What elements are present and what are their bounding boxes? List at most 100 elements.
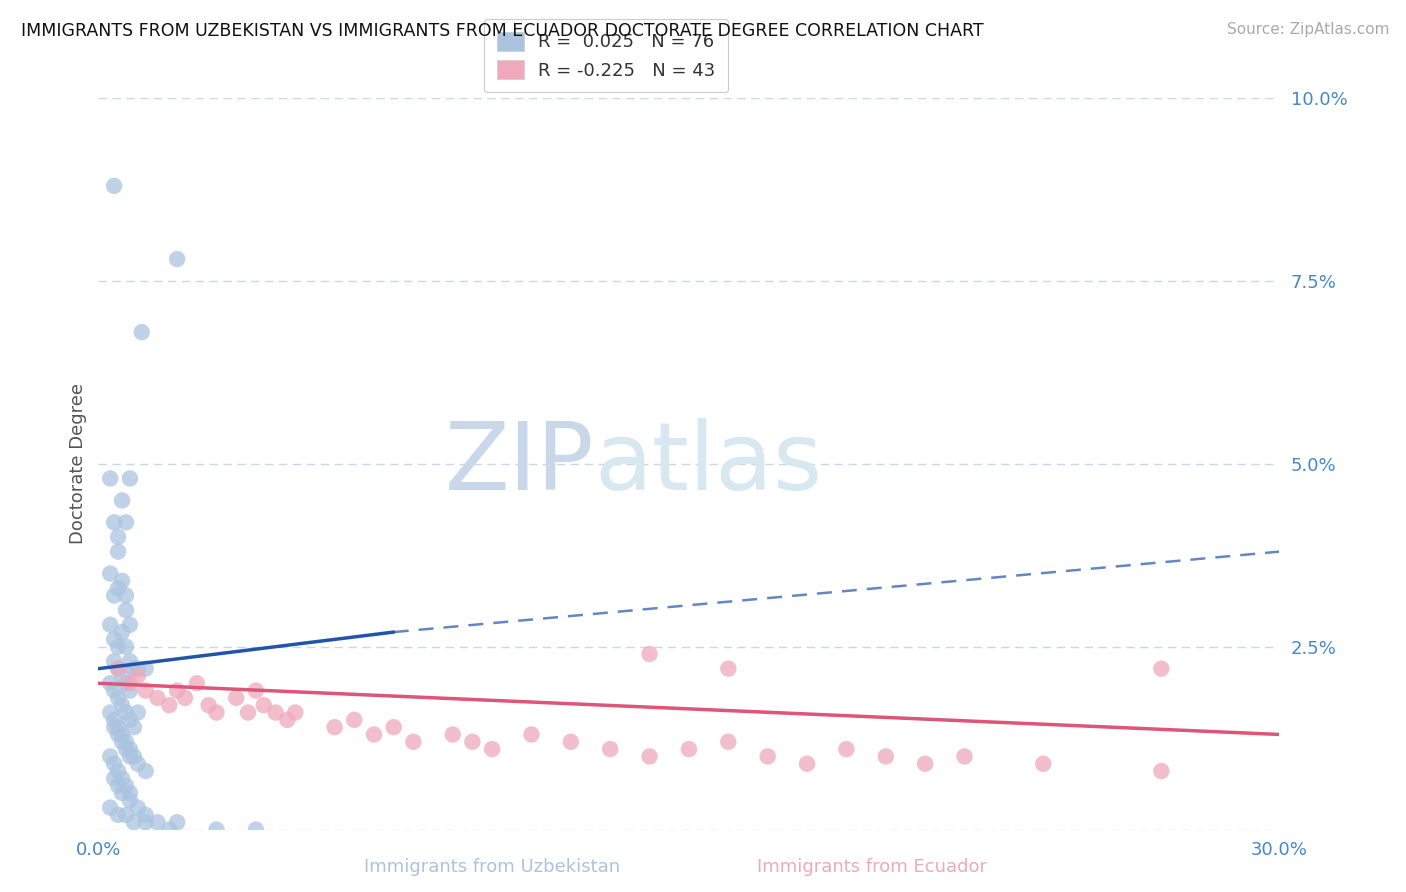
- Point: [103, 772, 125, 786]
- Point: [205, 822, 228, 837]
- Point: [107, 662, 129, 676]
- Point: [135, 808, 157, 822]
- Point: [107, 662, 129, 676]
- Point: [122, 749, 145, 764]
- Point: [253, 698, 276, 713]
- Text: IMMIGRANTS FROM UZBEKISTAN VS IMMIGRANTS FROM ECUADOR DOCTORATE DEGREE CORRELATI: IMMIGRANTS FROM UZBEKISTAN VS IMMIGRANTS…: [21, 22, 984, 40]
- Point: [146, 815, 169, 830]
- Point: [118, 749, 141, 764]
- Point: [118, 786, 141, 800]
- Point: [103, 756, 125, 771]
- Point: [174, 690, 197, 705]
- Point: [481, 742, 503, 756]
- Point: [245, 683, 267, 698]
- Point: [135, 662, 157, 676]
- Point: [127, 756, 149, 771]
- Point: [127, 800, 149, 814]
- Y-axis label: Doctorate Degree: Doctorate Degree: [69, 384, 87, 544]
- Point: [115, 676, 138, 690]
- Point: [111, 669, 134, 683]
- Point: [98, 800, 121, 814]
- Point: [107, 808, 129, 822]
- Point: [461, 735, 484, 749]
- Point: [115, 516, 138, 530]
- Point: [107, 727, 129, 741]
- Point: [323, 720, 346, 734]
- Point: [118, 471, 141, 485]
- Point: [111, 727, 134, 741]
- Point: [146, 690, 169, 705]
- Point: [236, 706, 259, 720]
- Point: [98, 706, 121, 720]
- Point: [756, 749, 779, 764]
- Point: [118, 654, 141, 668]
- Point: [111, 574, 134, 588]
- Point: [118, 683, 141, 698]
- Point: [157, 698, 180, 713]
- Point: [796, 756, 818, 771]
- Point: [115, 589, 138, 603]
- Point: [107, 581, 129, 595]
- Point: [107, 544, 129, 558]
- Point: [111, 772, 134, 786]
- Point: [127, 706, 149, 720]
- Point: [166, 683, 188, 698]
- Point: [107, 720, 129, 734]
- Point: [225, 690, 247, 705]
- Point: [264, 706, 287, 720]
- Point: [111, 786, 134, 800]
- Point: [245, 822, 267, 837]
- Point: [115, 735, 138, 749]
- Point: [599, 742, 621, 756]
- Point: [135, 683, 157, 698]
- Point: [122, 815, 145, 830]
- Point: [678, 742, 700, 756]
- Point: [914, 756, 936, 771]
- Point: [638, 647, 661, 661]
- Text: Immigrants from Uzbekistan: Immigrants from Uzbekistan: [364, 858, 620, 876]
- Point: [953, 749, 976, 764]
- Point: [717, 662, 740, 676]
- Text: Source: ZipAtlas.com: Source: ZipAtlas.com: [1226, 22, 1389, 37]
- Point: [284, 706, 307, 720]
- Point: [875, 749, 897, 764]
- Point: [98, 471, 121, 485]
- Point: [107, 690, 129, 705]
- Text: ZIP: ZIP: [444, 417, 595, 510]
- Point: [205, 706, 228, 720]
- Point: [103, 589, 125, 603]
- Point: [127, 669, 149, 683]
- Point: [402, 735, 425, 749]
- Point: [118, 793, 141, 807]
- Point: [98, 676, 121, 690]
- Point: [111, 735, 134, 749]
- Point: [1150, 662, 1173, 676]
- Point: [166, 252, 188, 266]
- Point: [98, 749, 121, 764]
- Point: [135, 764, 157, 778]
- Text: atlas: atlas: [595, 417, 823, 510]
- Point: [115, 603, 138, 617]
- Point: [276, 713, 298, 727]
- Point: [107, 764, 129, 778]
- Point: [115, 808, 138, 822]
- Text: Immigrants from Ecuador: Immigrants from Ecuador: [756, 858, 987, 876]
- Point: [103, 516, 125, 530]
- Point: [186, 676, 208, 690]
- Point: [127, 662, 149, 676]
- Point: [115, 706, 138, 720]
- Point: [103, 178, 125, 193]
- Point: [197, 698, 219, 713]
- Point: [717, 735, 740, 749]
- Point: [122, 720, 145, 734]
- Point: [115, 742, 138, 756]
- Point: [363, 727, 385, 741]
- Point: [560, 735, 582, 749]
- Point: [107, 640, 129, 654]
- Point: [157, 822, 180, 837]
- Point: [122, 662, 145, 676]
- Point: [441, 727, 464, 741]
- Point: [111, 698, 134, 713]
- Point: [111, 625, 134, 640]
- Point: [118, 617, 141, 632]
